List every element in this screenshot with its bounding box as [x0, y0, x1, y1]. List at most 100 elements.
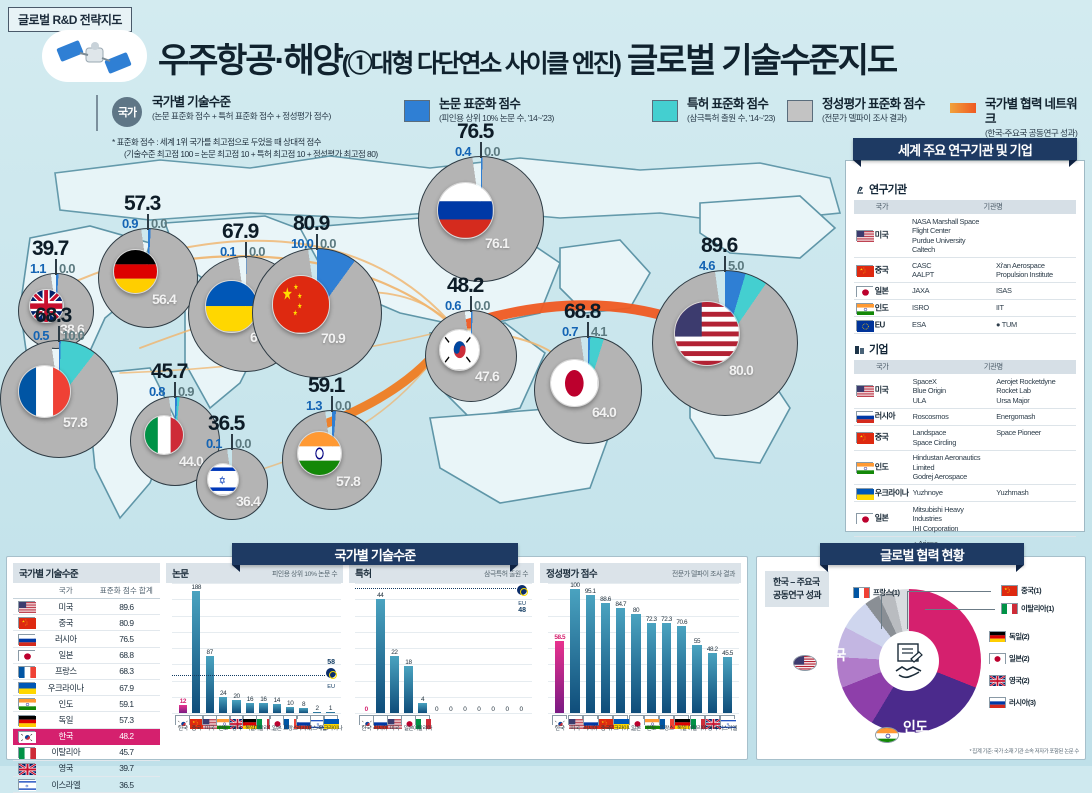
flag-icon-eu — [856, 320, 873, 331]
score-value: 68.3 — [93, 663, 161, 679]
flag-icon-us — [856, 385, 873, 396]
qualitative-score: 36.4 — [236, 493, 260, 509]
title-tail: 글로벌 기술수준지도 — [620, 42, 896, 80]
country-flag-우크라이나 — [205, 280, 257, 332]
flag-icon-de — [674, 715, 689, 725]
country-cell: 인도 — [854, 300, 910, 317]
flag-icon-ua — [613, 715, 628, 725]
country-flag-한국 — [439, 329, 480, 370]
chart-header: 정성평가 점수 전문가 델파이 조사 결과 — [540, 563, 741, 583]
map-node-한국[interactable]: 48.2 0.6 0.0 47.6 — [425, 310, 517, 402]
map-node-이스라엘[interactable]: ✡ 36.5 0.1 0.0 36.4 — [196, 448, 268, 520]
legend-label: 국가별 기술수준 — [152, 95, 412, 110]
table-row: 일본 JAXA ISAS — [854, 283, 1076, 300]
total-score: 48.2 — [447, 274, 483, 298]
flag-icon-cn: ★★★★★ — [598, 715, 613, 725]
country-name: 우크라이나 — [39, 679, 93, 695]
country-name: 러시아 — [39, 631, 93, 647]
table-row: 독일 57.3 — [13, 712, 160, 728]
country-name: 일본 — [39, 647, 93, 663]
bar-value: 70.6 — [672, 619, 691, 626]
flag-icon-uk — [705, 715, 720, 725]
bar — [299, 708, 307, 713]
map-node-러시아[interactable]: 76.5 0.4 0.0 76.1 — [418, 156, 544, 282]
chart-title: 특허 — [355, 566, 371, 580]
network-color-swatch — [950, 103, 976, 113]
country-name: 일본 — [875, 514, 889, 523]
bar-value: 45.5 — [718, 650, 737, 657]
map-node-일본[interactable]: 68.8 0.7 4.1 64.0 — [534, 336, 642, 444]
bar — [232, 700, 240, 713]
score-value: 57.3 — [93, 712, 161, 728]
qualitative-score: 80.0 — [729, 362, 753, 378]
node-tick — [470, 296, 472, 312]
flag-icon-kr — [18, 731, 35, 742]
paper-score: 0.1 — [220, 244, 236, 259]
paper-score: 0.4 — [455, 144, 471, 159]
country-name: 미국 — [875, 230, 889, 239]
col-score: 표준화 점수 합계 — [93, 583, 161, 599]
map-node-독일[interactable]: 57.3 0.9 0.0 56.4 — [98, 228, 198, 328]
node-tick — [245, 242, 247, 258]
bar — [286, 707, 294, 714]
flag-cell — [13, 760, 39, 776]
table-row: ★★★★★ 중국 CASC AALPT Xi'an Aerospace Prop… — [854, 258, 1076, 283]
legend-item-network: 국가별 협력 네트워크 (한국-주요국 공동연구 성과) — [950, 97, 1082, 139]
node-tick — [174, 382, 176, 398]
total-score: 89.6 — [701, 234, 737, 258]
title-main: 우주항공·해양 — [158, 42, 342, 80]
bar — [631, 614, 640, 713]
legend-label: 논문 표준화 점수 — [439, 97, 554, 112]
table-row: 러시아 76.5 — [13, 631, 160, 647]
flag-cell — [13, 712, 39, 728]
node-tick — [147, 214, 149, 230]
flag-icon-ru — [989, 697, 1006, 708]
pie-label-name: 인도(8) — [903, 717, 928, 753]
map-node-중국[interactable]: ★★★★★ 80.9 10.0 0.0 70.9 — [252, 248, 382, 378]
score-value: 48.2 — [93, 728, 161, 744]
map-node-미국[interactable]: 89.6 4.6 5.0 80.0 — [652, 270, 798, 416]
rank-table-header: 국가별 기술수준 — [13, 563, 160, 583]
svg-text:★: ★ — [605, 722, 606, 724]
bar — [273, 704, 281, 713]
table-row: 프랑스 68.3 — [13, 663, 160, 679]
legend-label: 국가별 협력 네트워크 — [985, 97, 1082, 127]
country-cell: 일본 — [854, 502, 911, 537]
institution-cell: Landspace Space Circling Space Pioneer — [911, 425, 1076, 450]
country-name: 우크라이나 — [875, 488, 909, 497]
bar — [586, 595, 595, 713]
col-name: 기관명 — [911, 360, 1076, 374]
country-cell: ★★★★★ 중국 — [854, 425, 911, 450]
country-name: 미국 — [875, 386, 889, 395]
table-row: 우크라이나 Yuzhnoye Yuzhmash — [854, 485, 1076, 502]
collaboration-card: 한국 – 주요국 공동연구 성과 미국(9) 인도(8) 러시아(3) 영국(2… — [756, 556, 1086, 760]
map-node-인도[interactable]: 59.1 1.3 0.0 57.8 — [282, 410, 382, 510]
flag-icon-it — [415, 715, 430, 725]
pie-chart: 미국(9) 인도(8) 러시아(3) 영국(2) 일본(2) 독일(2) 이탈리… — [757, 557, 1087, 761]
institutions-ribbon: 세계 주요 연구기관 및 기업 — [853, 138, 1077, 160]
research-section-title: 연구기관 — [854, 181, 1076, 197]
flag-icon-us — [856, 230, 873, 241]
bar — [376, 599, 385, 713]
institution-cell: Roscosmos Energomash — [911, 408, 1076, 425]
svg-text:✡: ✡ — [25, 784, 28, 789]
bar — [708, 653, 717, 713]
flag-icon-fr — [853, 587, 870, 598]
table-row: 일본 Mitsubishi Heavy Industries IHI Corpo… — [854, 502, 1076, 537]
country-flag-독일 — [113, 249, 158, 294]
country-name: EU — [875, 320, 885, 329]
flag-icon-us — [18, 601, 35, 612]
flag-icon-in — [18, 698, 35, 709]
rank-title: 국가별 기술수준 — [19, 566, 78, 580]
microscope-icon — [854, 184, 865, 195]
table-row: 미국 89.6 — [13, 599, 160, 615]
country-cell: 우크라이나 — [854, 485, 911, 502]
page-title: 우주항공·해양(①대형 다단연소 사이클 엔진) 글로벌 기술수준지도 — [158, 33, 896, 82]
bar — [662, 623, 671, 713]
bar — [418, 703, 427, 713]
map-node-프랑스[interactable]: 68.3 0.5 10.0 57.8 — [0, 340, 118, 458]
flag-icon-ru — [856, 411, 873, 422]
flag-cell — [13, 744, 39, 760]
institution-cell: Hindustan Aeronautics Limited Godrej Aer… — [911, 450, 1076, 485]
